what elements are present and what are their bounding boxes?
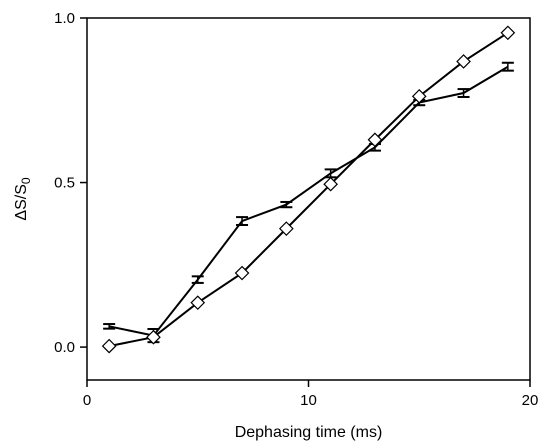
data-point-errorbar <box>236 216 249 226</box>
data-point-errorbar <box>280 200 293 209</box>
y-axis-title: ΔS/S0 <box>13 177 33 220</box>
y-axis-ticks: 0.0 0.5 1.0 <box>54 10 87 356</box>
data-point-diamond <box>411 88 427 104</box>
data-point-diamond <box>500 25 516 41</box>
data-point-diamond <box>234 265 250 281</box>
data-point-diamond <box>101 338 117 354</box>
data-point-errorbar <box>191 275 204 284</box>
data-point-diamond <box>146 329 161 345</box>
x-axis-title: Dephasing time (ms) <box>235 424 383 441</box>
series-1 <box>103 61 514 344</box>
data-point-errorbar <box>457 88 470 98</box>
data-point-diamond <box>279 221 294 236</box>
x-tick-label: 10 <box>300 392 317 409</box>
data-point-errorbar <box>501 61 514 72</box>
data-point-diamond <box>456 54 471 69</box>
plot-frame <box>86 17 531 381</box>
data-point-diamond <box>323 176 338 192</box>
data-point-errorbar <box>103 323 116 330</box>
y-axis-title-main: ΔS/S <box>13 184 30 220</box>
x-axis-ticks: 0 10 20 <box>83 380 539 409</box>
y-tick-label: 0.5 <box>54 175 75 192</box>
series-layer <box>101 25 516 354</box>
x-tick-label: 20 <box>522 392 539 409</box>
y-tick-label: 1.0 <box>54 10 75 27</box>
y-tick-label: 0.0 <box>54 339 75 356</box>
data-point-diamond <box>367 132 383 148</box>
x-tick-label: 0 <box>83 392 91 409</box>
series-2 <box>101 25 516 354</box>
series-line <box>108 31 509 348</box>
y-axis-title-subscript: 0 <box>19 177 33 184</box>
series-line <box>108 65 509 337</box>
data-point-diamond <box>190 295 206 311</box>
